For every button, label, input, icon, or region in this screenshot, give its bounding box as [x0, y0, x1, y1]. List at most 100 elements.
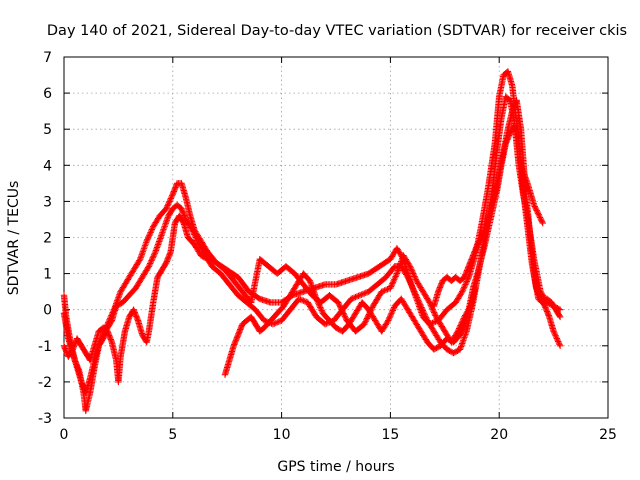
data-point-marker — [421, 311, 428, 318]
data-point-marker — [460, 285, 467, 292]
data-point-marker — [362, 318, 369, 325]
data-point-marker — [416, 300, 423, 307]
data-point-marker — [460, 324, 467, 331]
data-point-marker — [422, 314, 430, 321]
data-point-marker — [417, 301, 424, 308]
data-point-marker — [391, 276, 398, 283]
data-point-marker — [423, 315, 430, 323]
data-point-marker — [533, 207, 540, 214]
data-point-marker — [362, 289, 369, 297]
data-point-marker — [165, 201, 172, 208]
data-point-marker — [556, 312, 563, 319]
data-point-marker — [336, 303, 344, 310]
data-point-marker — [361, 290, 368, 297]
data-point-marker — [297, 296, 304, 303]
data-point-marker — [459, 287, 467, 294]
data-point-marker — [146, 260, 154, 267]
x-tick-label: 25 — [599, 427, 617, 443]
x-tick-label: 5 — [168, 427, 177, 443]
data-point-marker — [460, 323, 468, 330]
y-ticks: -3 -2 -1 0 1 2 3 4 5 6 7 — [38, 50, 608, 427]
data-point-marker — [163, 203, 171, 211]
data-point-marker — [389, 280, 396, 287]
data-point-marker — [339, 308, 347, 316]
data-point-marker — [271, 320, 278, 327]
data-point-marker — [353, 293, 361, 300]
data-point-marker — [165, 199, 173, 207]
data-point-marker — [538, 217, 545, 224]
y-tick-label: -2 — [38, 375, 52, 391]
data-point-marker — [388, 281, 395, 289]
data-point-marker — [315, 300, 322, 307]
data-point-marker — [167, 195, 175, 202]
data-point-marker — [363, 316, 370, 324]
data-point-marker — [425, 297, 432, 305]
data-point-marker — [338, 306, 345, 313]
data-point-marker — [404, 274, 412, 281]
y-tick-label: 2 — [43, 231, 52, 247]
data-point-marker — [419, 307, 427, 314]
x-ticks: 0 5 10 15 20 25 — [60, 57, 617, 443]
y-tick-label: -1 — [38, 339, 52, 355]
data-point-marker — [539, 219, 546, 227]
data-point-marker — [166, 198, 173, 205]
data-point-marker — [313, 295, 320, 303]
data-point-marker — [361, 320, 368, 328]
data-point-marker — [148, 257, 155, 264]
data-point-marker — [413, 292, 420, 300]
data-point-marker — [389, 307, 396, 314]
data-point-marker — [369, 304, 376, 311]
data-point-marker — [552, 332, 559, 339]
x-tick-label: 15 — [381, 427, 399, 443]
data-point-marker — [147, 229, 154, 236]
data-point-marker — [426, 299, 433, 306]
data-point-marker — [462, 281, 469, 288]
data-point-marker — [406, 278, 413, 285]
data-point-marker — [321, 320, 329, 328]
data-point-marker — [338, 307, 346, 315]
data-point-marker — [385, 315, 393, 323]
data-point-marker — [205, 256, 213, 263]
data-point-marker — [355, 292, 362, 300]
data-point-marker — [463, 278, 470, 285]
data-point-marker — [392, 273, 399, 280]
data-point-marker — [300, 297, 307, 304]
x-tick-label: 20 — [490, 427, 508, 443]
data-point-marker — [532, 205, 540, 213]
data-point-marker — [532, 204, 539, 211]
y-tick-label: 4 — [43, 158, 52, 174]
data-point-marker — [387, 283, 395, 290]
data-point-marker — [393, 271, 400, 279]
data-point-marker — [260, 317, 268, 324]
data-point-marker — [412, 276, 420, 283]
data-point-marker — [461, 282, 469, 290]
data-point-marker — [386, 314, 393, 321]
data-point-marker — [315, 301, 323, 308]
data-point-marker — [409, 268, 416, 276]
data-point-marker — [387, 311, 395, 318]
data-point-marker — [192, 234, 199, 241]
data-point-marker — [190, 229, 197, 237]
data-point-marker — [390, 305, 397, 313]
data-point-marker — [188, 225, 195, 233]
data-point-marker — [168, 193, 175, 201]
data-point-marker — [429, 306, 437, 313]
data-point-marker — [314, 298, 321, 305]
y-tick-label: 7 — [43, 50, 52, 66]
data-point-marker — [535, 211, 542, 218]
data-point-marker — [148, 255, 156, 263]
data-point-marker — [407, 279, 414, 287]
data-point-marker — [352, 293, 359, 301]
data-point-marker — [422, 312, 429, 320]
data-point-marker — [386, 312, 394, 320]
data-point-marker — [342, 314, 349, 321]
data-point-marker — [148, 226, 156, 233]
data-point-marker — [407, 281, 415, 288]
data-point-marker — [412, 274, 419, 282]
data-point-marker — [149, 254, 156, 261]
data-point-marker — [335, 300, 343, 308]
data-point-marker — [381, 287, 388, 294]
data-point-marker — [405, 276, 413, 284]
data-point-marker — [361, 319, 369, 326]
